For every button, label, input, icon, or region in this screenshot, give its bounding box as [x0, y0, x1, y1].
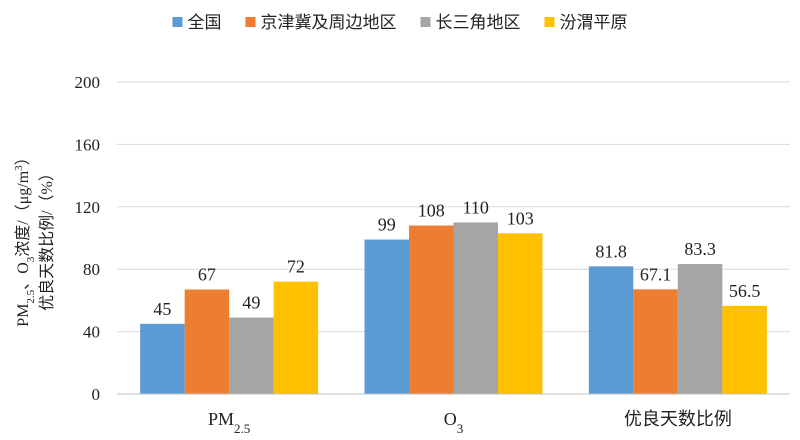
bar [677, 264, 723, 394]
x-axis-categories: PM2.5 O3 优良天数比例 [208, 409, 732, 436]
y-tick-label: 40 [83, 323, 100, 342]
y-tick-label: 200 [75, 73, 101, 92]
bar [184, 289, 230, 394]
y-axis-label-line2: 优良天数比例/（%） [38, 165, 56, 311]
bar [409, 225, 454, 394]
bar [633, 289, 678, 394]
legend-label: 京津冀及周边地区 [261, 13, 397, 33]
data-label: 99 [378, 215, 396, 235]
legend-item: 长三角地区 [420, 13, 521, 33]
bar [140, 323, 185, 394]
y-axis-ticks: 0 40 80 120 160 200 [75, 73, 101, 404]
data-label: 67 [198, 264, 216, 284]
data-label: 108 [418, 201, 445, 221]
bar [453, 222, 498, 394]
legend-label: 汾渭平原 [560, 13, 628, 33]
legend: 全国 京津冀及周边地区 长三角地区 汾渭平原 [172, 13, 628, 33]
y-tick-label: 160 [75, 135, 101, 154]
data-label: 110 [463, 197, 489, 217]
y-tick-label: 80 [83, 260, 100, 279]
data-label: 81.8 [595, 241, 627, 261]
legend-swatch [245, 17, 256, 27]
bar [364, 239, 409, 394]
y-axis-label: PM2.5、O3浓度/（μg/m3）优良天数比例/（%） [13, 149, 56, 326]
legend-label: 长三角地区 [436, 13, 521, 33]
y-axis-label-line1: PM2.5、O3浓度/（μg/m3） [13, 149, 37, 326]
legend-item: 汾渭平原 [544, 13, 628, 33]
data-label: 56.5 [729, 281, 761, 301]
data-label: 103 [507, 208, 534, 228]
y-tick-label: 0 [92, 385, 101, 404]
bar [588, 266, 634, 394]
x-category-label: O3 [444, 409, 464, 436]
legend-swatch [420, 17, 431, 27]
data-label: 67.1 [640, 264, 672, 284]
data-label: 45 [153, 299, 171, 319]
data-label: 83.3 [684, 239, 716, 259]
x-category-label: 优良天数比例 [624, 409, 732, 429]
legend-swatch [172, 17, 183, 27]
bar [722, 305, 767, 394]
bar [273, 281, 319, 394]
legend-swatch [544, 17, 555, 27]
bar [229, 317, 274, 394]
legend-item: 京津冀及周边地区 [245, 13, 397, 33]
bars: 45 99 81.8 67 108 67.1 49 110 83.3 72 103 56.5 [140, 197, 767, 394]
bar [498, 233, 543, 394]
legend-label: 全国 [188, 13, 222, 33]
data-label: 72 [287, 257, 305, 277]
x-category-label: PM2.5 [208, 409, 250, 436]
y-tick-label: 120 [75, 198, 101, 217]
legend-item: 全国 [172, 13, 222, 33]
data-label: 49 [242, 293, 260, 313]
